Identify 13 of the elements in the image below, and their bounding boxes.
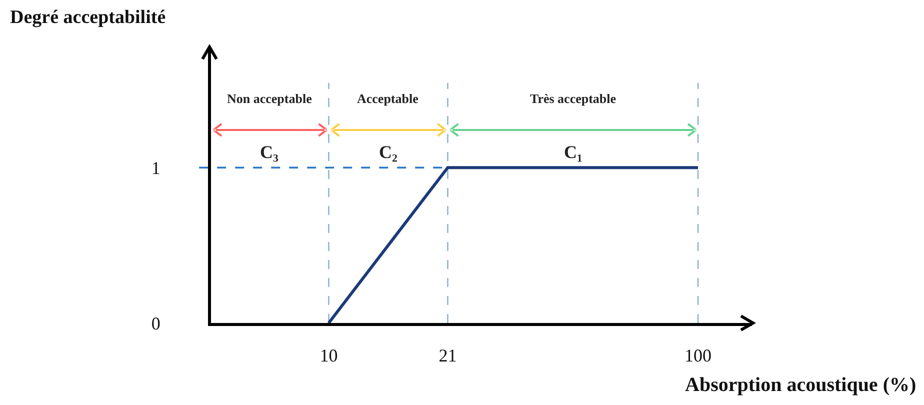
y-axis-title: Degré acceptabilité: [10, 7, 166, 28]
annotation: Non acceptable: [227, 91, 312, 106]
x-tick-label: 100: [684, 346, 712, 366]
y-tick-label: 0: [151, 313, 160, 334]
annotation: C₁: [564, 142, 582, 162]
x-axis-title: Absorption acoustique (%): [685, 374, 916, 396]
y-tick-label: 1: [151, 158, 160, 178]
annotation: C₂: [379, 142, 398, 162]
annotation: Acceptable: [357, 91, 419, 106]
annotation: Très acceptable: [530, 91, 616, 106]
annotation: C₃: [260, 142, 279, 162]
x-tick-label: 21: [438, 346, 457, 366]
x-tick-label: 10: [320, 346, 338, 366]
